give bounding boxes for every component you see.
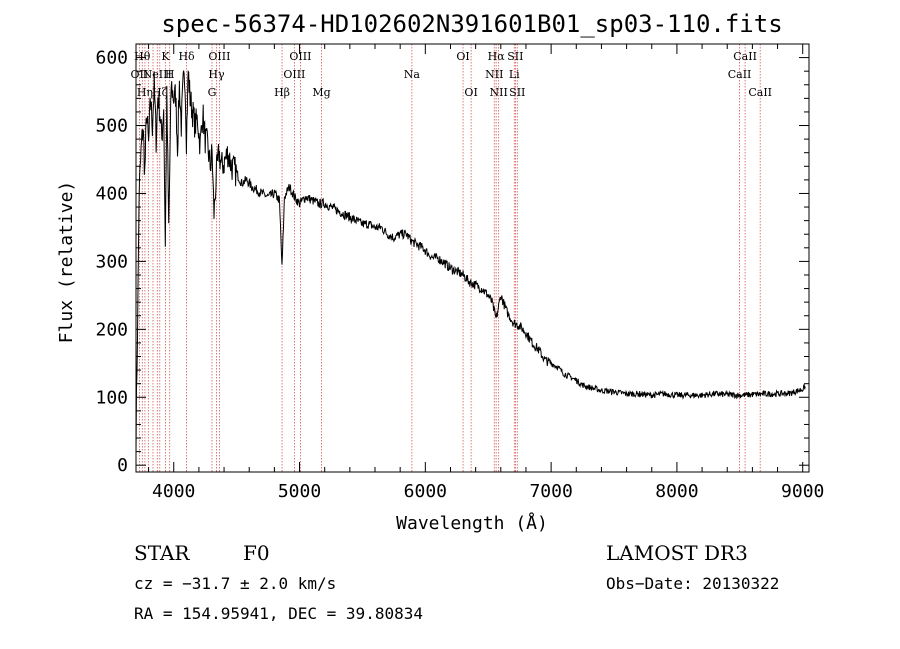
y-tick-label-500: 500 — [95, 116, 128, 137]
y-tick-label-600: 600 — [95, 48, 128, 69]
ref-line-label-17: Na — [404, 68, 421, 81]
survey-name: LAMOST DR3 — [606, 541, 748, 565]
velocity-readout: cz = −31.7 ± 2.0 km/s — [134, 574, 336, 593]
x-tick-label-9000: 9000 — [781, 481, 824, 502]
ref-line-label-5: NeIII — [143, 68, 172, 81]
y-axis-label: Flux (relative) — [56, 181, 77, 344]
ref-line-label-10: G — [208, 86, 217, 99]
ref-line-label-23: Li — [509, 68, 520, 81]
reference-lines — [138, 44, 761, 472]
x-tick-label-8000: 8000 — [655, 481, 698, 502]
ref-line-label-20: NII — [485, 68, 503, 81]
ref-line-label-15: OIII — [289, 50, 311, 63]
ref-line-label-18: OI — [456, 50, 469, 63]
x-axis-ticks: 4000 5000 6000 7000 8000 9000 — [148, 44, 824, 502]
ref-line-label-0: OII — [131, 68, 149, 81]
x-tick-label-5000: 5000 — [278, 481, 321, 502]
y-tick-label-400: 400 — [95, 183, 128, 204]
ref-line-label-25: SII — [509, 86, 525, 99]
ref-line-label-11: Hγ — [208, 68, 225, 81]
ref-line-label-26: CaII — [728, 68, 752, 81]
ref-line-label-21: Hα — [488, 50, 506, 63]
ref-line-label-28: CaII — [748, 86, 772, 99]
series-layer — [135, 70, 806, 454]
ref-line-label-13: Hβ — [274, 86, 290, 99]
y-tick-label-300: 300 — [95, 251, 128, 272]
y-tick-label-0: 0 — [117, 455, 128, 476]
chart-title: spec-56374-HD102602N391601B01_sp03-110.f… — [161, 10, 782, 38]
spectral-subclass: F0 — [243, 541, 270, 565]
ref-line-label-12: OIII — [208, 50, 230, 63]
x-axis-label: Wavelength (Å) — [396, 512, 548, 534]
ref-line-label-22: NII — [490, 86, 508, 99]
object-class: STAR — [134, 541, 190, 565]
x-tick-label-6000: 6000 — [404, 481, 447, 502]
ref-line-label-7: K — [161, 50, 170, 63]
ref-line-label-9: Hδ — [178, 50, 195, 63]
ref-line-label-19: OI — [464, 86, 477, 99]
obs-date: Obs−Date: 20130322 — [606, 574, 779, 593]
ref-line-label-8: H — [165, 68, 175, 81]
ref-line-label-16: Mg — [312, 86, 330, 99]
ref-line-label-6: Hζ — [152, 86, 168, 99]
ref-line-label-14: OIII — [283, 68, 305, 81]
coordinates: RA = 154.95941, DEC = 39.80834 — [134, 604, 423, 623]
plot-frame — [135, 43, 810, 473]
x-tick-label-7000: 7000 — [529, 481, 572, 502]
ref-line-label-2: Hη — [137, 86, 153, 99]
ref-line-label-24: SII — [507, 50, 523, 63]
x-tick-label-4000: 4000 — [152, 481, 195, 502]
y-tick-label-100: 100 — [95, 387, 128, 408]
y-tick-label-200: 200 — [95, 319, 128, 340]
y-axis-ticks: 0 100 200 300 400 500 600 — [95, 48, 809, 476]
series-flux — [135, 70, 806, 454]
ref-line-label-1: Hθ — [134, 50, 151, 63]
ref-line-label-27: CaII — [733, 50, 757, 63]
